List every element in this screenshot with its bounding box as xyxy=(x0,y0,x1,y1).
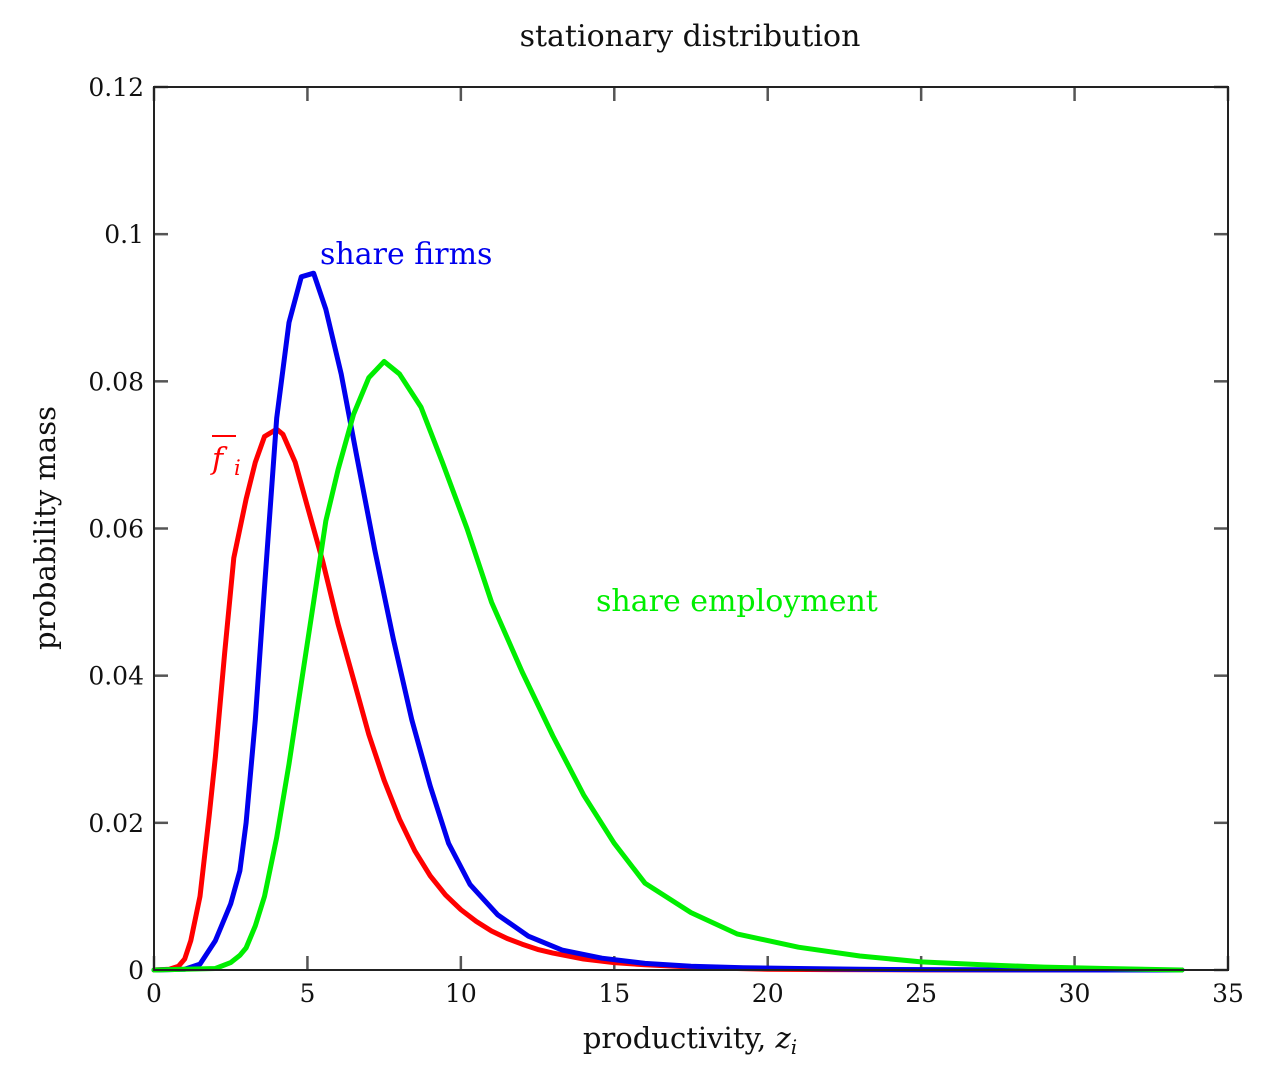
y-tick-label: 0.04 xyxy=(88,662,144,691)
x-tick-label: 20 xyxy=(752,979,784,1008)
x-axis-label-var: z xyxy=(774,1021,791,1055)
x-tick-label: 15 xyxy=(598,979,630,1008)
chart-title: stationary distribution xyxy=(520,19,861,54)
y-tick-label: 0 xyxy=(128,956,144,985)
y-tick-label: 0.12 xyxy=(88,73,144,102)
x-tick-label: 35 xyxy=(1212,979,1244,1008)
y-tick-label: 0.08 xyxy=(88,367,144,396)
x-tick-label: 25 xyxy=(905,979,937,1008)
y-tick-label: 0.1 xyxy=(104,220,144,249)
y-axis-ticks: 0 0.02 0.04 0.06 0.08 0.1 0.12 xyxy=(88,73,1228,985)
y-axis-label: probability mass xyxy=(28,406,62,650)
x-tick-label: 30 xyxy=(1059,979,1091,1008)
f-subscript: i xyxy=(234,456,241,480)
x-axis-ticks: 0 5 10 15 20 25 30 35 xyxy=(146,87,1244,1008)
y-tick-label: 0.06 xyxy=(88,515,144,544)
x-tick-label: 10 xyxy=(445,979,477,1008)
x-axis-label-text: productivity, xyxy=(583,1021,776,1055)
series-line-share-firms xyxy=(151,270,1185,973)
series-line-share-employment xyxy=(151,359,1185,973)
series-line-f-bar xyxy=(151,426,1185,973)
x-axis-label: productivity, zi xyxy=(583,1021,797,1059)
series-label-share-employment: share employment xyxy=(596,584,878,619)
x-tick-label: 5 xyxy=(299,979,315,1008)
y-tick-label: 0.02 xyxy=(88,809,144,838)
series-label-f-bar: f i xyxy=(210,435,241,480)
plot-frame xyxy=(153,86,1229,971)
series-lines xyxy=(151,270,1185,973)
series-label-share-firms: share firms xyxy=(320,237,492,272)
x-tick-label: 0 xyxy=(146,979,162,1008)
f-symbol: f xyxy=(210,442,228,477)
x-axis-label-sub: i xyxy=(791,1035,797,1059)
